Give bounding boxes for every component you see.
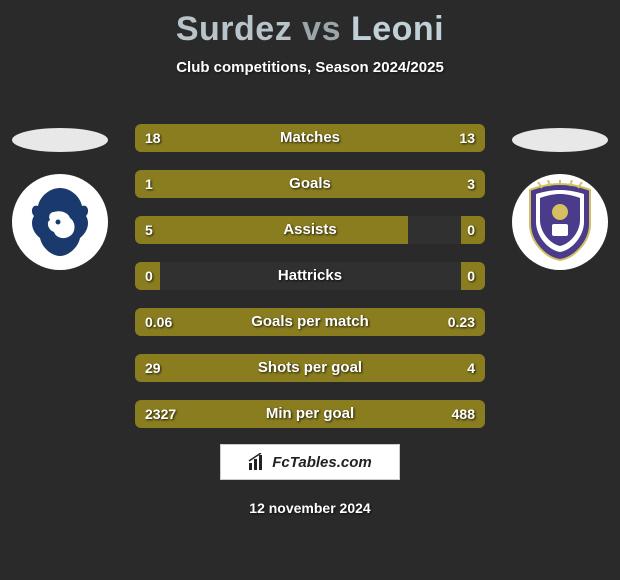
stat-label: Goals (135, 170, 485, 198)
subtitle: Club competitions, Season 2024/2025 (0, 59, 620, 76)
date-text: 12 november 2024 (0, 500, 620, 516)
stat-label: Goals per match (135, 308, 485, 336)
stat-row: 50Assists (135, 216, 485, 244)
stat-row: 0.060.23Goals per match (135, 308, 485, 336)
vs-text: vs (302, 10, 341, 48)
player1-name: Surdez (176, 10, 292, 48)
stat-label: Assists (135, 216, 485, 244)
stat-row: 1813Matches (135, 124, 485, 152)
anderlecht-crest-icon (518, 180, 602, 264)
stat-row: 2327488Min per goal (135, 400, 485, 428)
player1-ellipse (12, 128, 108, 152)
fctables-text: FcTables.com (272, 454, 371, 471)
player2-ellipse (512, 128, 608, 152)
stat-row: 00Hattricks (135, 262, 485, 290)
stat-label: Shots per goal (135, 354, 485, 382)
stat-row: 294Shots per goal (135, 354, 485, 382)
fctables-logo: FcTables.com (220, 444, 400, 480)
comparison-title: Surdez vs Leoni (0, 0, 620, 49)
player1-club-logo (12, 174, 108, 270)
stat-label: Matches (135, 124, 485, 152)
indian-head-icon (20, 182, 100, 262)
stat-row: 13Goals (135, 170, 485, 198)
chart-icon (248, 453, 266, 471)
player2-name: Leoni (351, 10, 444, 48)
player2-club-logo (512, 174, 608, 270)
stat-label: Hattricks (135, 262, 485, 290)
stats-bars: 1813Matches 13Goals 50Assists 00Hattricks 0.… (135, 124, 485, 446)
stat-label: Min per goal (135, 400, 485, 428)
